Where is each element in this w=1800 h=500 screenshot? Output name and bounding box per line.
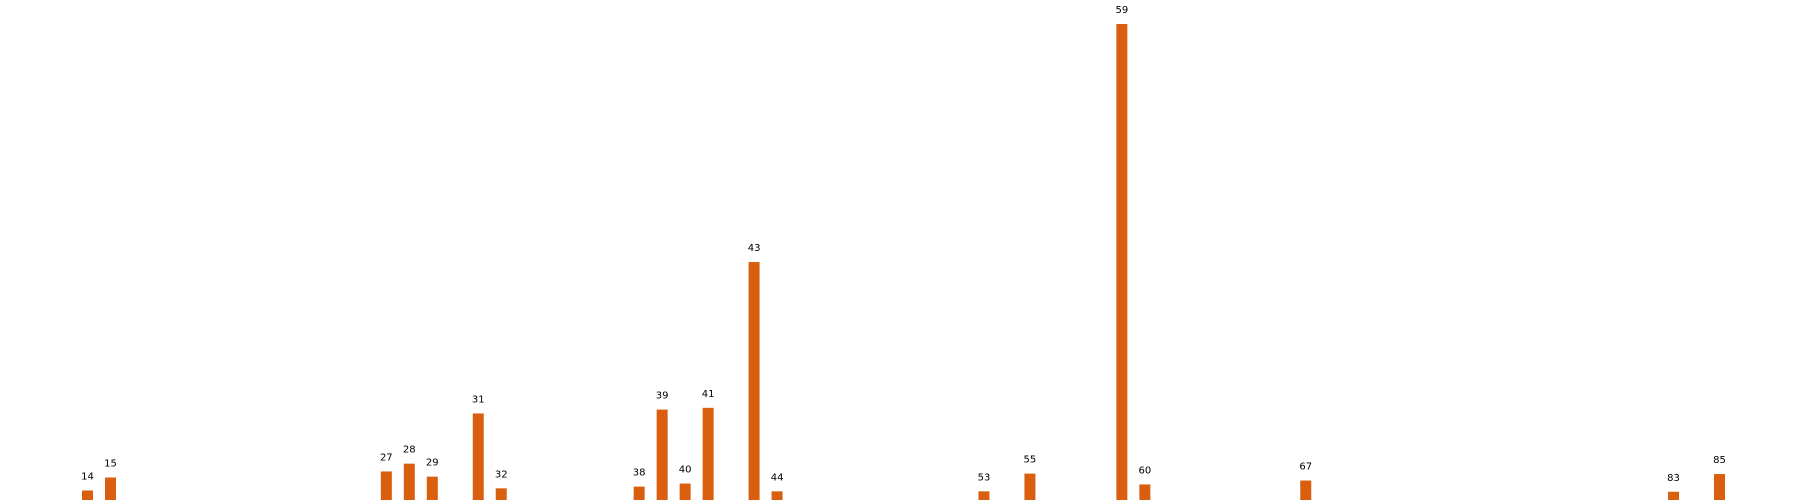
- bar-label-55: 55: [1024, 455, 1037, 466]
- bar-label-85: 85: [1713, 455, 1726, 466]
- bar-label-27: 27: [380, 452, 393, 463]
- labels-layer: 14 15 27 28 29 31 32 38 39 40 41 43 44 53 55 59 60 67 83 85: [81, 5, 1726, 484]
- bar-41: [702, 407, 714, 500]
- bar-27: [380, 471, 392, 500]
- bar-60: [1139, 484, 1151, 500]
- bar-39: [656, 409, 668, 500]
- bar-38: [633, 486, 645, 500]
- bar-label-38: 38: [633, 468, 646, 479]
- bar-14: [82, 490, 93, 500]
- bar-label-40: 40: [679, 465, 692, 476]
- bar-53: [978, 491, 990, 500]
- bar-59: [1116, 24, 1128, 500]
- bar-label-29: 29: [426, 458, 439, 469]
- bar-40: [679, 483, 691, 500]
- bar-label-14: 14: [81, 471, 94, 482]
- bar-32: [495, 488, 507, 500]
- bar-label-41: 41: [702, 389, 715, 400]
- bar-label-39: 39: [656, 391, 669, 402]
- bar-label-43: 43: [748, 243, 761, 254]
- bar-label-53: 53: [978, 472, 991, 483]
- bar-31: [472, 413, 484, 500]
- bar-29: [426, 476, 438, 500]
- bar-label-83: 83: [1667, 473, 1680, 484]
- bar-28: [403, 463, 415, 500]
- bar-15: [104, 477, 116, 500]
- bar-label-31: 31: [472, 394, 485, 405]
- bar-55: [1024, 473, 1036, 500]
- bar-label-15: 15: [104, 459, 117, 470]
- bar-label-28: 28: [403, 445, 416, 456]
- bar-44: [771, 491, 783, 500]
- bar-label-44: 44: [771, 472, 784, 483]
- bar-label-67: 67: [1299, 462, 1312, 473]
- bar-label-60: 60: [1138, 465, 1151, 476]
- bar-label-59: 59: [1116, 5, 1129, 16]
- bar-label-32: 32: [495, 469, 508, 480]
- bar-67: [1300, 480, 1312, 500]
- bars-layer: [82, 24, 1725, 500]
- bar-43: [748, 262, 760, 500]
- bar-83: [1668, 491, 1680, 500]
- bar-85: [1714, 474, 1725, 500]
